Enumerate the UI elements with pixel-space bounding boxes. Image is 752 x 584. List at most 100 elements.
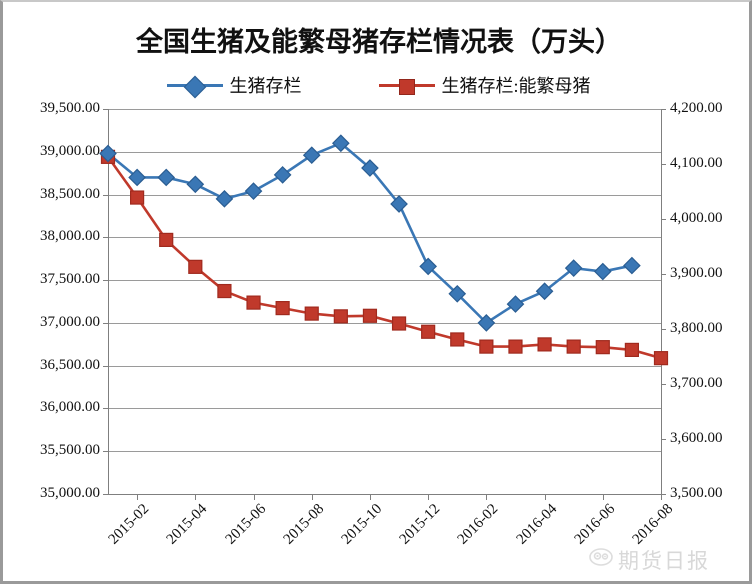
x-axis-tick-label: 2015-04 (163, 501, 211, 548)
data-point-marker[interactable] (188, 259, 203, 274)
y-axis-right-tick-label: 3,700.00 (670, 375, 723, 391)
data-point-marker[interactable] (99, 144, 117, 163)
data-point-marker[interactable] (217, 283, 232, 299)
x-tick (137, 494, 139, 500)
watermark: 期货日报 (588, 545, 710, 575)
x-tick (428, 494, 430, 500)
data-point-marker[interactable] (593, 262, 612, 281)
y-tick-right (661, 274, 666, 275)
y-tick-right (661, 109, 666, 110)
legend-item-0[interactable]: 生猪存栏 (167, 72, 302, 99)
data-point-marker[interactable] (506, 295, 525, 313)
y-tick-right (661, 164, 666, 165)
y-axis-right-tick-label: 4,000.00 (670, 210, 723, 226)
x-axis (108, 494, 661, 495)
y-tick-left (103, 494, 108, 495)
gridline (108, 237, 661, 239)
data-point-marker[interactable] (391, 316, 407, 331)
page-title: 全国生猪及能繁母猪存栏情况表（万头） (136, 27, 622, 57)
y-axis-left-tick-label: 37,000.00 (40, 313, 100, 330)
data-point-marker[interactable] (479, 339, 494, 354)
data-point-marker[interactable] (362, 308, 378, 323)
data-point-marker[interactable] (535, 282, 554, 301)
data-point-marker[interactable] (390, 195, 408, 213)
legend-swatch-line-square (379, 76, 436, 95)
data-point-marker[interactable] (419, 257, 438, 276)
data-point-marker[interactable] (128, 168, 146, 187)
plot-area: 39,500.00 39,000.00 38,500.00 38,000.00 37,5… (40, 100, 723, 548)
x-tick (602, 494, 604, 500)
data-point-marker[interactable] (595, 340, 610, 355)
data-point-marker[interactable] (333, 309, 348, 324)
y-tick-right (661, 219, 666, 220)
y-axis-right-tick-label: 3,600.00 (670, 430, 723, 446)
data-point-marker[interactable] (275, 301, 290, 316)
weibo-eye-icon (588, 547, 614, 573)
data-point-marker[interactable] (244, 182, 263, 200)
y-axis-right-tick-label: 4,100.00 (670, 155, 723, 171)
y-axis-left-tick-label: 39,000.00 (40, 142, 100, 159)
data-point-marker[interactable] (302, 146, 321, 165)
y-axis-right-tick-label: 3,800.00 (670, 320, 723, 336)
x-tick (661, 494, 662, 500)
gridline (108, 280, 661, 282)
y-axis-left-tick-label: 35,500.00 (40, 442, 100, 459)
data-point-marker[interactable] (564, 259, 583, 277)
y-axis-left (108, 109, 109, 494)
series-layer (99, 134, 669, 366)
gridline (108, 451, 661, 453)
x-tick (311, 494, 313, 500)
data-point-marker[interactable] (566, 339, 581, 354)
y-tick-left (103, 322, 108, 324)
data-point-marker[interactable] (508, 339, 523, 354)
data-point-marker[interactable] (421, 324, 436, 339)
x-axis-tick-label: 2015-06 (222, 501, 269, 548)
y-tick-right (661, 494, 666, 495)
gridline (108, 109, 661, 110)
x-axis-tick-label: 2015-10 (338, 501, 386, 548)
data-point-marker[interactable] (450, 332, 465, 347)
y-tick-right (661, 329, 666, 330)
y-tick-left (103, 194, 108, 196)
data-point-marker[interactable] (304, 306, 319, 321)
y-tick-left (103, 280, 108, 282)
gridline (108, 151, 661, 153)
x-axis-tick-label: 2015-12 (396, 501, 444, 548)
data-point-marker[interactable] (159, 232, 174, 248)
y-axis-right (661, 109, 662, 494)
x-axis-tick-label: 2016-02 (455, 501, 502, 548)
data-point-marker[interactable] (273, 166, 292, 184)
x-axis-tick-label: 2016-04 (513, 501, 560, 548)
data-point-marker[interactable] (186, 175, 205, 194)
y-axis-right-tick-label: 4,200.00 (670, 100, 723, 116)
y-axis-left-tick-label: 38,000.00 (40, 228, 100, 245)
data-point-marker[interactable] (624, 342, 639, 357)
diamond-marker-icon (184, 75, 207, 99)
gridline (108, 322, 661, 324)
data-point-marker[interactable] (361, 159, 379, 177)
y-axis-left-tick-label: 36,500.00 (40, 356, 100, 373)
data-point-marker[interactable] (653, 351, 669, 366)
data-point-marker[interactable] (448, 284, 467, 303)
x-tick (253, 494, 255, 500)
data-point-marker[interactable] (537, 337, 552, 352)
data-point-marker[interactable] (623, 256, 641, 275)
data-point-marker[interactable] (215, 189, 234, 208)
legend-label-1: 生猪存栏:能繁母猪 (441, 76, 591, 96)
x-tick (544, 494, 546, 500)
legend-item-1[interactable]: 生猪存栏:能繁母猪 (379, 72, 591, 98)
watermark-text: 期货日报 (618, 549, 710, 573)
data-point-marker[interactable] (331, 134, 350, 153)
y-tick-right (661, 439, 666, 440)
square-marker-icon (399, 79, 416, 95)
y-axis-left-tick-label: 38,500.00 (40, 185, 100, 202)
data-point-marker[interactable] (157, 168, 176, 187)
y-tick-left (103, 451, 108, 453)
gridline (108, 408, 661, 410)
data-point-marker[interactable] (477, 314, 496, 332)
legend-label-0: 生猪存栏 (229, 76, 302, 96)
data-point-marker[interactable] (246, 295, 261, 310)
legend-swatch-line-diamond (167, 75, 224, 99)
data-point-marker[interactable] (130, 190, 145, 205)
